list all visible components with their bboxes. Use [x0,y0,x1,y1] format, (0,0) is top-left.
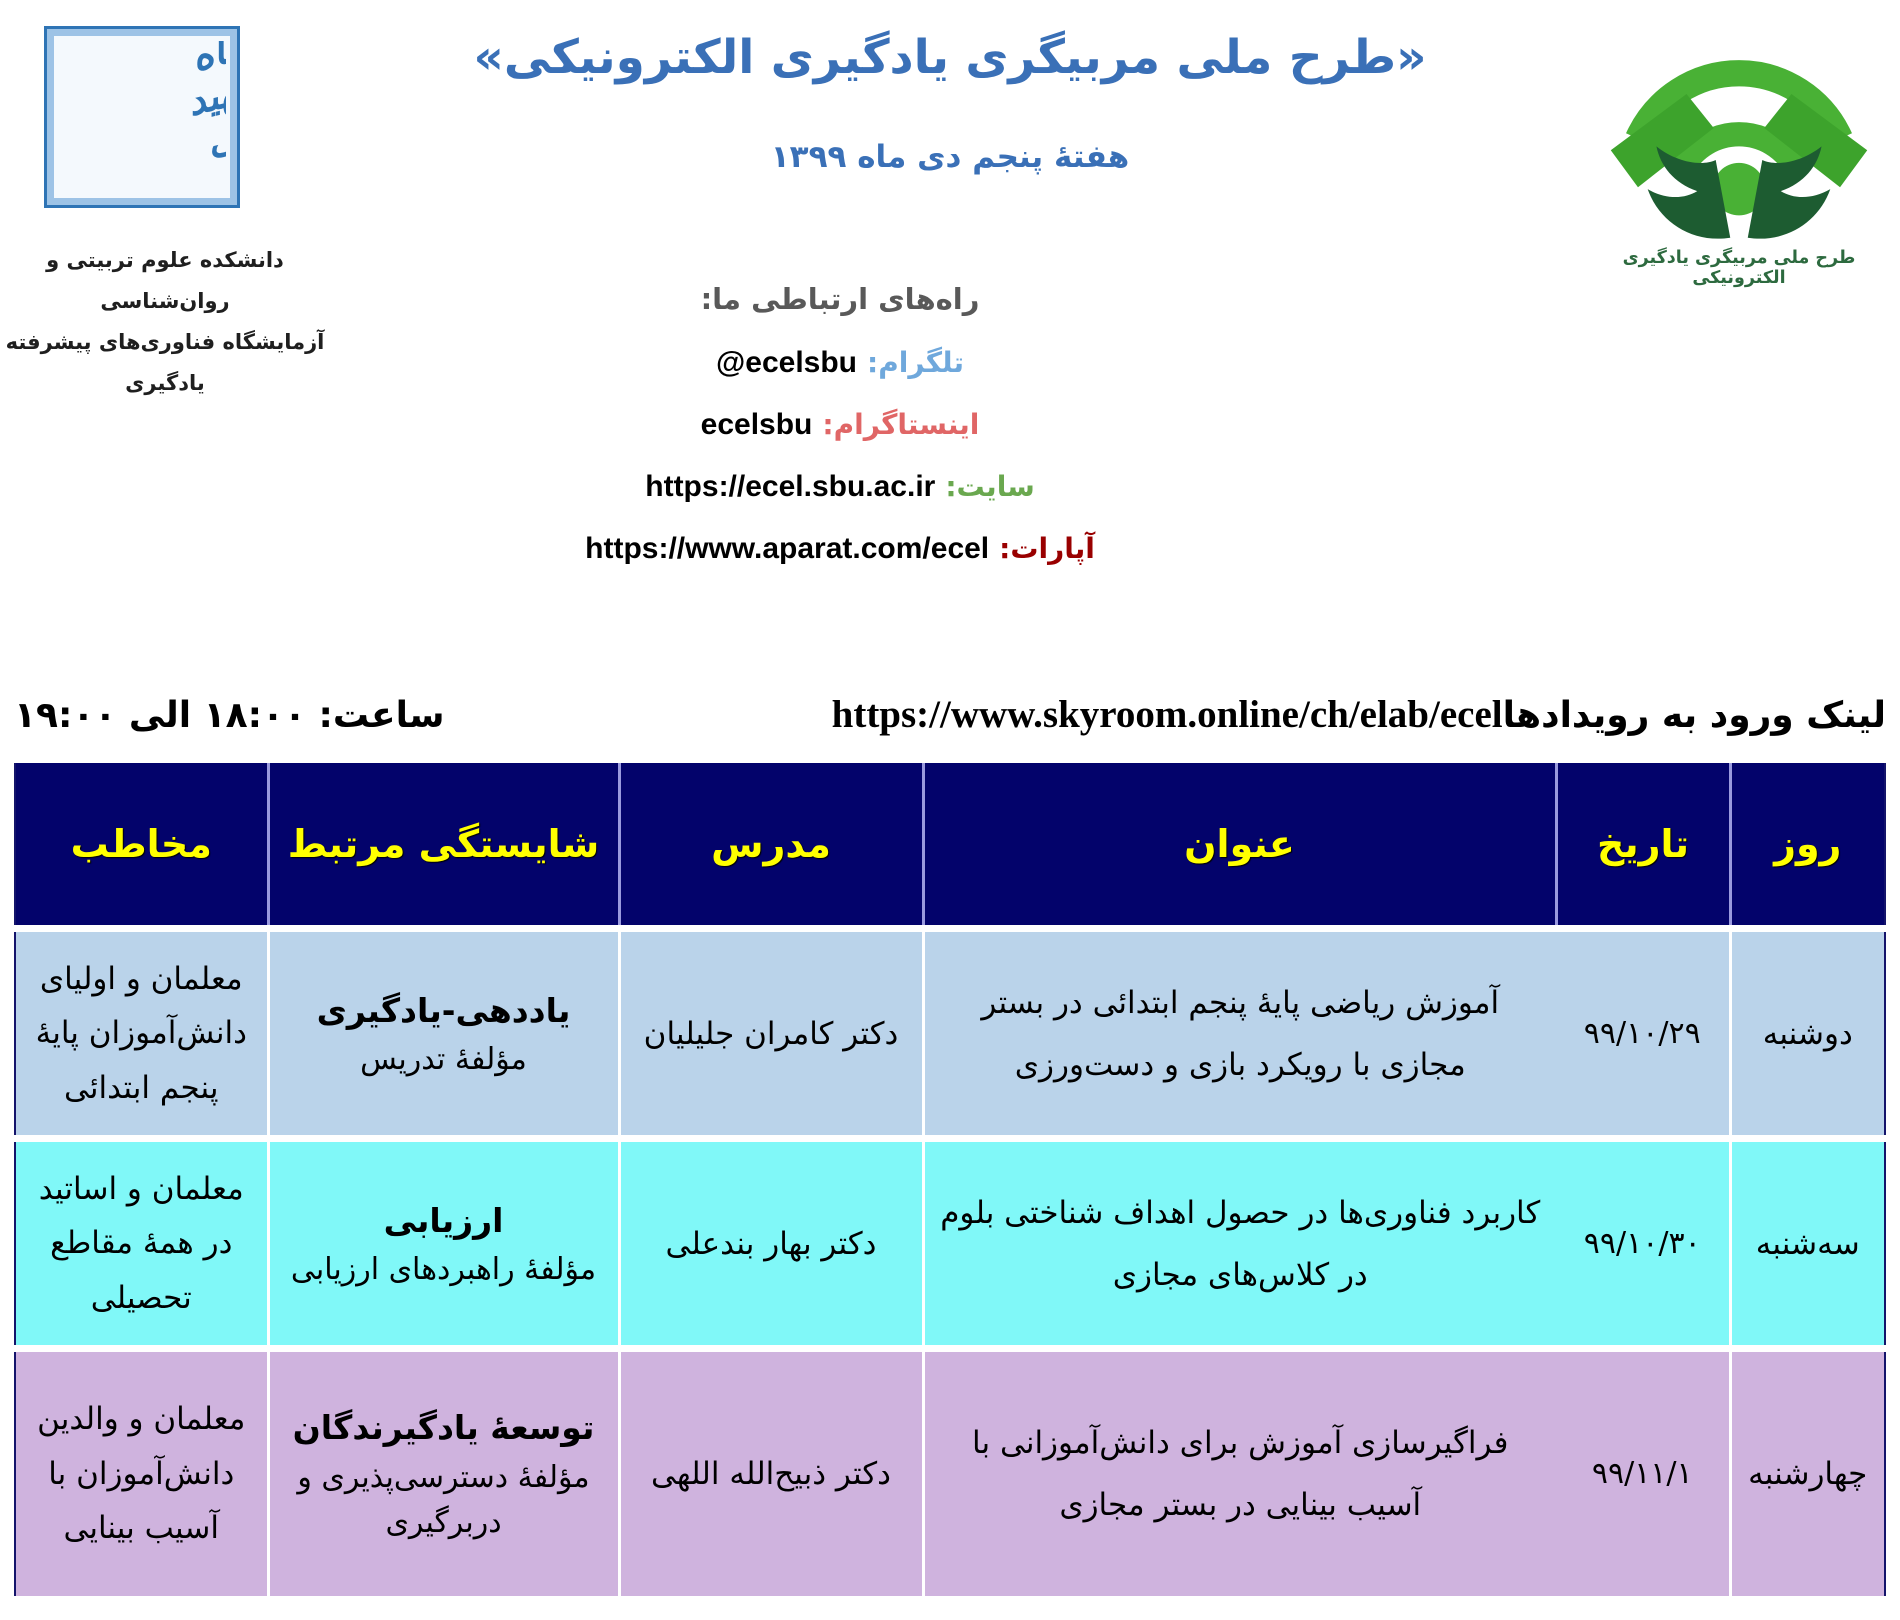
aparat-label: آپارات: [999,532,1095,565]
page-title: «طرح ملی مربیگری یادگیری الکترونیکی» [473,30,1427,85]
schedule-table-wrap: روز تاریخ عنوان مدرس شایستگی مرتبط مخاطب… [14,763,1886,1596]
university-calligraphy-icon: دانشگاه شهید بهشتی [183,41,226,164]
col-header-competency: شایستگی مرتبط [266,763,619,929]
aparat-line: آپارات: https://www.aparat.com/ecel [480,532,1200,566]
instagram-handle[interactable]: ecelsbu [700,408,813,441]
cell-day: دوشنبه [1728,925,1885,1139]
hands-wifi-icon [1610,60,1868,239]
faculty-block: دانشکده علوم تربیتی و روان‌شناسی آزمایشگ… [0,240,330,404]
cell-date: ۹۹/۱۱/۱ [1556,1345,1732,1596]
cell-audience: معلمان و اساتید در همهٔ مقاطع تحصیلی [15,1135,268,1349]
competency-sub: مؤلفهٔ تدریس [360,1042,527,1078]
program-logo-caption: طرح ملی مربیگری یادگیری الکترونیکی [1622,248,1856,288]
table-row: چهارشنبه ۹۹/۱۱/۱ فراگیرسازی آموزش برای د… [15,1345,1885,1596]
cell-instructor: دکتر ذبیح‌الله اللهی [617,1345,923,1596]
telegram-line: تلگرام: @ecelsbu [480,346,1200,380]
cell-title: آموزش ریاضی پایهٔ پنجم ابتدائی در بستر م… [921,925,1556,1139]
website-url[interactable]: https://ecel.sbu.ac.ir [645,470,936,503]
telegram-label: تلگرام: [867,346,964,379]
cell-date: ۹۹/۱۰/۳۰ [1556,1135,1732,1349]
event-link-label: لینک ورود به رویدادها [1502,695,1886,736]
cell-competency: یاددهی-یادگیری مؤلفهٔ تدریس [266,925,619,1139]
table-row: سه‌شنبه ۹۹/۱۰/۳۰ کاربرد فناوری‌ها در حصو… [15,1135,1885,1349]
instagram-line: اینستاگرام: ecelsbu [480,408,1200,442]
competency-main: توسعهٔ یادگیرندگان [292,1408,595,1448]
cell-audience: معلمان و اولیای دانش‌آموزان پایهٔ پنجم ا… [15,925,268,1139]
competency-main: ارزیابی [383,1200,504,1240]
header: «طرح ملی مربیگری یادگیری الکترونیکی» هفت… [350,30,1550,175]
col-header-instructor: مدرس [617,763,923,929]
event-link-url[interactable]: https://www.skyroom.online/ch/elab/ecel [831,693,1503,736]
cell-date: ۹۹/۱۰/۲۹ [1556,925,1732,1139]
university-logo: دانشگاه شهید بهشتی [44,26,240,208]
table-row: دوشنبه ۹۹/۱۰/۲۹ آموزش ریاضی پایهٔ پنجم ا… [15,925,1885,1139]
schedule-table: روز تاریخ عنوان مدرس شایستگی مرتبط مخاطب… [14,763,1886,1596]
cell-day: سه‌شنبه [1728,1135,1885,1349]
cell-instructor: دکتر بهار بندعلی [617,1135,923,1349]
telegram-handle[interactable]: @ecelsbu [716,346,858,379]
contact-heading: راه‌های ارتباطی ما: [700,282,980,316]
col-header-date: تاریخ [1554,763,1730,929]
instagram-label: اینستاگرام: [822,408,980,441]
cell-title: فراگیرسازی آموزش برای دانش‌آموزانی با آس… [921,1345,1556,1596]
contact-block: راه‌های ارتباطی ما: تلگرام: @ecelsbu این… [480,282,1200,594]
website-label: سایت: [945,470,1035,503]
cell-day: چهارشنبه [1728,1345,1885,1596]
cell-competency: توسعهٔ یادگیرندگان مؤلفهٔ دسترسی‌پذیری و… [266,1345,619,1596]
table-header-row: روز تاریخ عنوان مدرس شایستگی مرتبط مخاطب [15,763,1885,929]
event-time: ساعت: ۱۸:۰۰ الی ۱۹:۰۰ [14,695,445,736]
cell-competency: ارزیابی مؤلفهٔ راهبردهای ارزیابی [266,1135,619,1349]
cell-title: کاربرد فناوری‌ها در حصول اهداف شناختی بل… [921,1135,1556,1349]
col-header-day: روز [1728,763,1885,929]
cell-audience: معلمان و والدین دانش‌آموزان با آسیب بینا… [15,1345,268,1596]
cell-instructor: دکتر کامران جلیلیان [617,925,923,1139]
program-logo: طرح ملی مربیگری یادگیری الکترونیکی [1598,4,1880,288]
faculty-name: دانشکده علوم تربیتی و روان‌شناسی [46,248,284,313]
page-subtitle: هفتهٔ پنجم دی ماه ۱۳۹۹ [770,139,1130,175]
competency-sub: مؤلفهٔ راهبردهای ارزیابی [290,1252,597,1288]
col-header-audience: مخاطب [15,763,268,929]
col-header-title: عنوان [921,763,1556,929]
competency-main: یاددهی-یادگیری [316,990,571,1030]
aparat-url[interactable]: https://www.aparat.com/ecel [585,532,990,565]
lab-name: آزمایشگاه فناوری‌های پیشرفته یادگیری [5,329,325,395]
competency-sub: مؤلفهٔ دسترسی‌پذیری و دربرگیری [297,1460,590,1541]
event-bar: لینک ورود به رویدادها https://www.skyroo… [14,692,1886,737]
website-line: سایت: https://ecel.sbu.ac.ir [480,470,1200,504]
